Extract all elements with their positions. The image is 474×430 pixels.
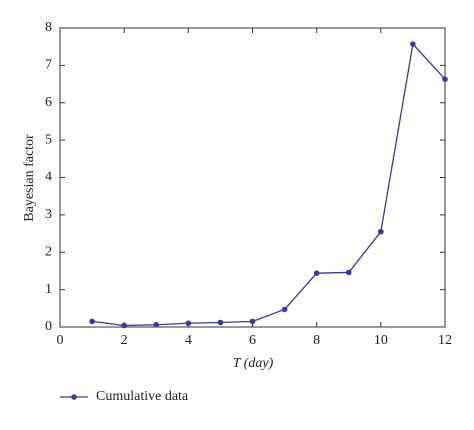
plot-frame	[59, 27, 446, 328]
y-tick-label: 0	[45, 319, 52, 334]
data-point	[442, 76, 448, 83]
x-axis-label: T (day)	[233, 356, 274, 371]
data-point	[89, 318, 95, 325]
x-tick-label: 12	[438, 333, 452, 348]
data-line	[92, 42, 446, 327]
y-tick-label: 4	[45, 170, 52, 185]
x-tick-label: 6	[249, 333, 256, 348]
data-point	[281, 306, 288, 313]
x-tick-label: 0	[57, 333, 64, 348]
data-point	[378, 228, 384, 235]
data-point	[249, 318, 256, 325]
data-point	[121, 322, 127, 329]
data-point	[410, 41, 416, 47]
x-tick-label: 4	[185, 333, 192, 348]
y-tick-label: 7	[45, 58, 52, 73]
y-tick-label: 1	[45, 282, 52, 297]
x-tick-label: 10	[374, 333, 388, 348]
y-tick-label: 5	[45, 132, 52, 147]
data-point	[345, 269, 352, 276]
data-point	[185, 320, 192, 327]
y-tick-label: 6	[45, 95, 52, 110]
y-tick-label: 2	[45, 244, 52, 259]
y-tick-label: 8	[45, 20, 52, 35]
y-axis-label: Bayesian factor	[22, 134, 37, 222]
data-point	[153, 321, 160, 328]
x-tick-label: 8	[313, 333, 320, 348]
x-tick-label: 2	[121, 333, 128, 348]
legend-label: Cumulative data	[96, 389, 189, 404]
y-tick-label: 3	[45, 207, 52, 222]
data-point	[217, 319, 224, 326]
legend-marker	[71, 394, 77, 400]
data-point	[313, 270, 320, 276]
